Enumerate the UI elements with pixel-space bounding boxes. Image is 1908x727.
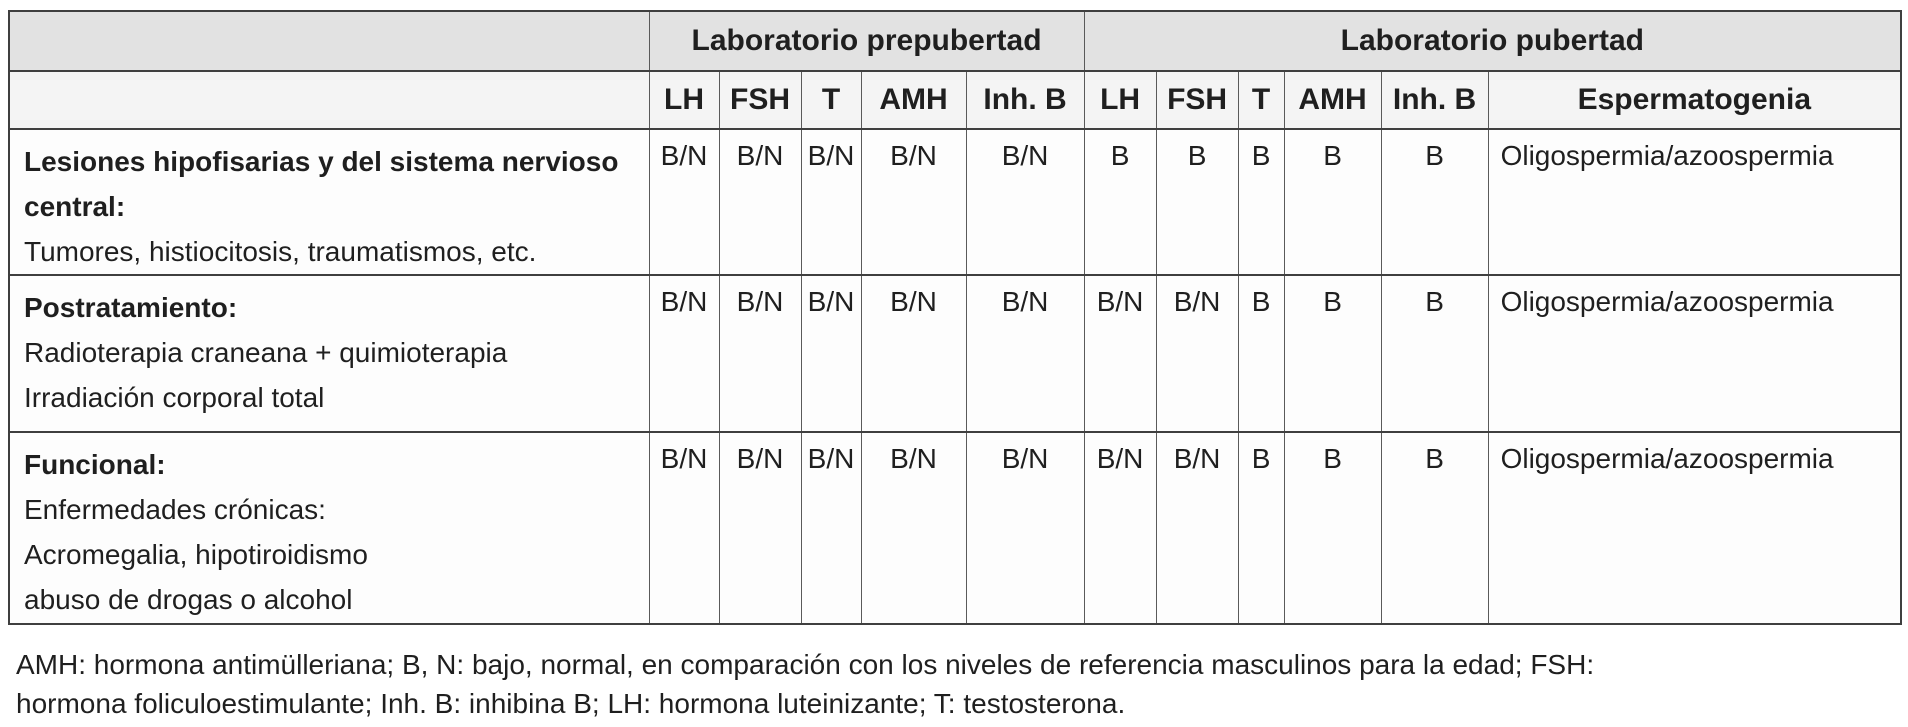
table-footnote: AMH: hormona antimülleriana; B, N: bajo,…: [16, 645, 1908, 725]
header-prepub-lh: LH: [648, 70, 720, 130]
value-cell: B: [1237, 127, 1285, 277]
group-header-pubertad: Laboratorio pubertad: [1083, 10, 1902, 72]
value-cell: B: [1237, 431, 1285, 625]
value-cell: B: [1380, 431, 1489, 625]
group-header-row: Laboratorio prepubertad Laboratorio pube…: [8, 10, 1902, 72]
value-cell: B/N: [965, 127, 1085, 277]
value-cell: B/N: [860, 274, 967, 434]
lab-findings-table: Laboratorio prepubertad Laboratorio pube…: [8, 10, 1903, 625]
value-cell: B/N: [800, 127, 862, 277]
value-cell: B/N: [648, 274, 720, 434]
row-detail: Irradiación corporal total: [24, 381, 325, 413]
value-cell: B/N: [648, 431, 720, 625]
table-row-funcional: Funcional: Enfermedades crónicas: Acrome…: [8, 431, 1902, 625]
row-detail: Tumores, histiocitosis, traumatismos, et…: [24, 235, 537, 267]
row-label-postratamiento: Postratamiento: Radioterapia craneana + …: [8, 274, 650, 434]
column-header-row: LH FSH T AMH Inh. B LH FSH T AMH Inh. B …: [8, 70, 1902, 130]
value-cell: B: [1083, 127, 1157, 277]
row-detail: Enfermedades crónicas:: [24, 494, 326, 526]
header-prepub-inhb: Inh. B: [965, 70, 1085, 130]
value-cell: B: [1380, 274, 1489, 434]
header-prepub-t: T: [800, 70, 862, 130]
header-pub-fsh: FSH: [1155, 70, 1239, 130]
espermatogenia-cell: Oligospermia/azoospermia: [1487, 431, 1902, 625]
corner-empty-cell: [8, 10, 650, 72]
value-cell: B: [1283, 127, 1382, 277]
row-label-header-empty: [8, 70, 650, 130]
value-cell: B/N: [1155, 431, 1239, 625]
value-cell: B/N: [1083, 274, 1157, 434]
row-title: Postratamiento:: [24, 292, 238, 324]
row-label-lesiones: Lesiones hipofisarias y del sistema nerv…: [8, 127, 650, 277]
value-cell: B/N: [860, 127, 967, 277]
espermatogenia-cell: Oligospermia/azoospermia: [1487, 274, 1902, 434]
value-cell: B/N: [718, 431, 802, 625]
row-detail: abuso de drogas o alcohol: [24, 583, 353, 615]
group-header-prepubertad: Laboratorio prepubertad: [648, 10, 1085, 72]
header-pub-amh: AMH: [1283, 70, 1382, 130]
row-detail: Radioterapia craneana + quimioterapia: [24, 337, 508, 369]
footnote-line-1: AMH: hormona antimülleriana; B, N: bajo,…: [16, 648, 1595, 680]
table-row-lesiones: Lesiones hipofisarias y del sistema nerv…: [8, 127, 1902, 277]
value-cell: B/N: [800, 274, 862, 434]
header-prepub-fsh: FSH: [718, 70, 802, 130]
row-detail: Acromegalia, hipotiroidismo: [24, 538, 368, 570]
header-prepub-amh: AMH: [860, 70, 967, 130]
table-row-postratamiento: Postratamiento: Radioterapia craneana + …: [8, 274, 1902, 434]
header-pub-lh: LH: [1083, 70, 1157, 130]
value-cell: B/N: [1155, 274, 1239, 434]
value-cell: B: [1283, 274, 1382, 434]
value-cell: B: [1237, 274, 1285, 434]
value-cell: B/N: [1083, 431, 1157, 625]
header-pub-t: T: [1237, 70, 1285, 130]
header-espermatogenia: Espermatogenia: [1487, 70, 1902, 130]
value-cell: B: [1380, 127, 1489, 277]
row-label-funcional: Funcional: Enfermedades crónicas: Acrome…: [8, 431, 650, 625]
value-cell: B: [1155, 127, 1239, 277]
value-cell: B/N: [718, 127, 802, 277]
value-cell: B/N: [860, 431, 967, 625]
footnote-line-2: hormona foliculoestimulante; Inh. B: inh…: [16, 688, 1126, 720]
value-cell: B: [1283, 431, 1382, 625]
row-title: Lesiones hipofisarias y del sistema nerv…: [24, 146, 619, 222]
row-title: Funcional:: [24, 449, 166, 481]
value-cell: B/N: [648, 127, 720, 277]
value-cell: B/N: [965, 431, 1085, 625]
value-cell: B/N: [965, 274, 1085, 434]
value-cell: B/N: [800, 431, 862, 625]
header-pub-inhb: Inh. B: [1380, 70, 1489, 130]
espermatogenia-cell: Oligospermia/azoospermia: [1487, 127, 1902, 277]
value-cell: B/N: [718, 274, 802, 434]
